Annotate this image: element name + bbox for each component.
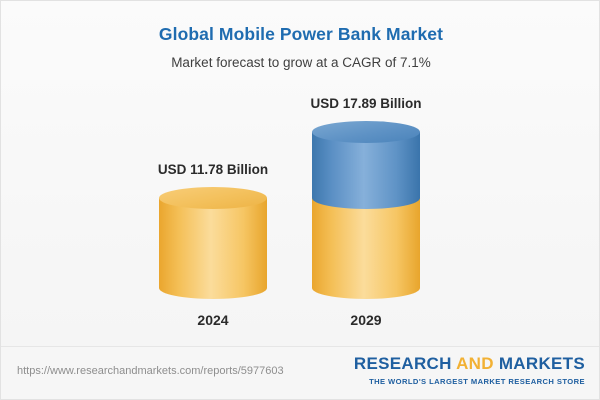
logo-word-markets: MARKETS bbox=[493, 354, 585, 373]
cylinder-bar-2029 bbox=[312, 121, 420, 299]
cylinder-2024-graphic bbox=[159, 187, 267, 299]
cylinder-2029-graphic bbox=[312, 121, 420, 299]
cylinder-bar-2024 bbox=[159, 187, 267, 299]
logo-word-and: AND bbox=[456, 354, 494, 373]
logo-word-research: RESEARCH bbox=[353, 354, 457, 373]
bar-value-label-2029: USD 17.89 Billion bbox=[310, 96, 422, 111]
chart-plot-area: USD 11.78 Billion bbox=[1, 1, 599, 349]
logo-wordmark: RESEARCH AND MARKETS bbox=[354, 354, 585, 374]
category-label-2029: 2029 bbox=[350, 312, 382, 328]
chart-subtitle: Market forecast to grow at a CAGR of 7.1… bbox=[171, 55, 431, 70]
research-and-markets-logo[interactable]: RESEARCH AND MARKETS THE WORLD'S LARGEST… bbox=[354, 354, 585, 387]
bar-group-2024: USD 11.78 Billion bbox=[158, 162, 268, 328]
footer: https://www.researchandmarkets.com/repor… bbox=[1, 346, 599, 399]
bar-group-2029: USD 17.89 Billion bbox=[310, 96, 421, 328]
report-url[interactable]: https://www.researchandmarkets.com/repor… bbox=[17, 365, 284, 377]
bar-value-label-2024: USD 11.78 Billion bbox=[157, 162, 269, 177]
header: Global Mobile Power Bank Market Market f… bbox=[1, 1, 599, 72]
logo-tagline: THE WORLD'S LARGEST MARKET RESEARCH STOR… bbox=[369, 377, 585, 386]
category-label-2024: 2024 bbox=[197, 312, 229, 328]
page-title: Global Mobile Power Bank Market bbox=[158, 24, 444, 44]
